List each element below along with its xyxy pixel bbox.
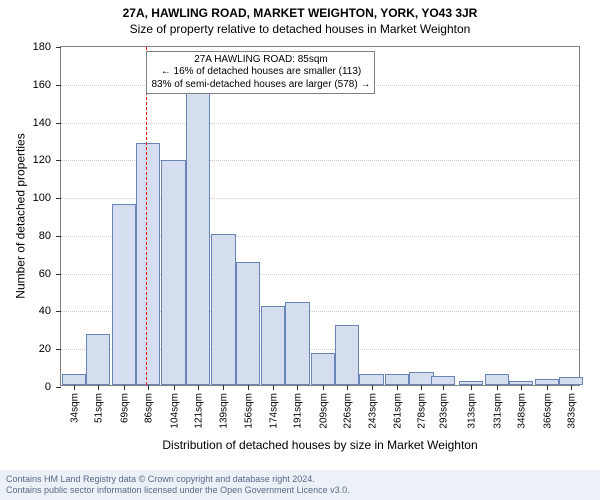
chart-container: 27A, HAWLING ROAD, MARKET WEIGHTON, YORK… xyxy=(0,0,600,500)
x-tick-mark xyxy=(547,385,548,390)
annotation-line: ← 16% of detached houses are smaller (11… xyxy=(151,66,370,79)
x-tick-mark xyxy=(297,385,298,390)
histogram-bar xyxy=(285,302,309,385)
y-axis-label: Number of detached properties xyxy=(14,133,28,298)
reference-line xyxy=(146,47,147,385)
x-tick-mark xyxy=(124,385,125,390)
x-tick-label: 69sqm xyxy=(117,393,130,423)
x-tick-label: 209sqm xyxy=(317,393,330,429)
histogram-bar xyxy=(236,262,260,385)
y-tick-mark xyxy=(56,236,61,237)
gridline xyxy=(61,123,579,124)
x-tick-mark xyxy=(443,385,444,390)
x-tick-mark xyxy=(347,385,348,390)
annotation-line: 27A HAWLING ROAD: 85sqm xyxy=(151,54,370,67)
x-tick-mark xyxy=(248,385,249,390)
x-tick-label: 366sqm xyxy=(540,393,553,429)
x-tick-mark xyxy=(323,385,324,390)
x-tick-mark xyxy=(571,385,572,390)
x-tick-mark xyxy=(174,385,175,390)
x-tick-mark xyxy=(98,385,99,390)
y-tick-mark xyxy=(56,47,61,48)
x-tick-mark xyxy=(471,385,472,390)
x-tick-label: 226sqm xyxy=(341,393,354,429)
histogram-bar xyxy=(62,374,86,385)
x-tick-label: 191sqm xyxy=(291,393,304,429)
histogram-bar xyxy=(385,374,409,385)
y-tick-mark xyxy=(56,123,61,124)
x-tick-mark xyxy=(74,385,75,390)
x-tick-label: 331sqm xyxy=(490,393,503,429)
histogram-bar xyxy=(186,92,210,385)
histogram-bar xyxy=(335,325,359,385)
footer-line-2: Contains public sector information licen… xyxy=(6,485,594,496)
x-tick-label: 174sqm xyxy=(267,393,280,429)
x-tick-mark xyxy=(223,385,224,390)
footer-attribution: Contains HM Land Registry data © Crown c… xyxy=(0,470,600,500)
histogram-bar xyxy=(136,143,160,385)
histogram-bar xyxy=(261,306,285,385)
x-tick-label: 348sqm xyxy=(515,393,528,429)
y-tick-mark xyxy=(56,387,61,388)
histogram-bar xyxy=(211,234,235,385)
histogram-bar xyxy=(559,377,583,385)
y-tick-mark xyxy=(56,311,61,312)
x-tick-mark xyxy=(148,385,149,390)
x-tick-label: 293sqm xyxy=(436,393,449,429)
histogram-bar xyxy=(161,160,185,385)
x-tick-mark xyxy=(397,385,398,390)
x-tick-label: 243sqm xyxy=(365,393,378,429)
x-tick-label: 313sqm xyxy=(465,393,478,429)
histogram-bar xyxy=(359,374,383,385)
x-tick-mark xyxy=(497,385,498,390)
x-tick-label: 383sqm xyxy=(565,393,578,429)
y-tick-mark xyxy=(56,85,61,86)
x-tick-label: 261sqm xyxy=(391,393,404,429)
chart-title-sub: Size of property relative to detached ho… xyxy=(0,20,600,36)
x-tick-mark xyxy=(198,385,199,390)
histogram-bar xyxy=(431,376,455,385)
x-tick-mark xyxy=(273,385,274,390)
footer-line-1: Contains HM Land Registry data © Crown c… xyxy=(6,474,594,485)
plot-area: 02040608010012014016018034sqm51sqm69sqm8… xyxy=(60,46,580,386)
x-axis-label: Distribution of detached houses by size … xyxy=(60,438,580,452)
x-tick-label: 104sqm xyxy=(167,393,180,429)
annotation-line: 83% of semi-detached houses are larger (… xyxy=(151,79,370,92)
chart-title-main: 27A, HAWLING ROAD, MARKET WEIGHTON, YORK… xyxy=(0,0,600,20)
x-tick-mark xyxy=(421,385,422,390)
histogram-bar xyxy=(485,374,509,385)
y-tick-mark xyxy=(56,160,61,161)
annotation-box: 27A HAWLING ROAD: 85sqm← 16% of detached… xyxy=(146,51,375,95)
x-tick-label: 139sqm xyxy=(217,393,230,429)
histogram-bar xyxy=(311,353,335,385)
histogram-bar xyxy=(112,204,136,385)
histogram-bar xyxy=(86,334,110,385)
y-tick-mark xyxy=(56,274,61,275)
x-tick-label: 121sqm xyxy=(191,393,204,429)
y-tick-mark xyxy=(56,198,61,199)
x-tick-mark xyxy=(521,385,522,390)
x-tick-label: 278sqm xyxy=(415,393,428,429)
x-tick-mark xyxy=(372,385,373,390)
x-tick-label: 86sqm xyxy=(141,393,154,423)
x-tick-label: 51sqm xyxy=(92,393,105,423)
x-tick-label: 156sqm xyxy=(241,393,254,429)
y-tick-mark xyxy=(56,349,61,350)
x-tick-label: 34sqm xyxy=(67,393,80,423)
